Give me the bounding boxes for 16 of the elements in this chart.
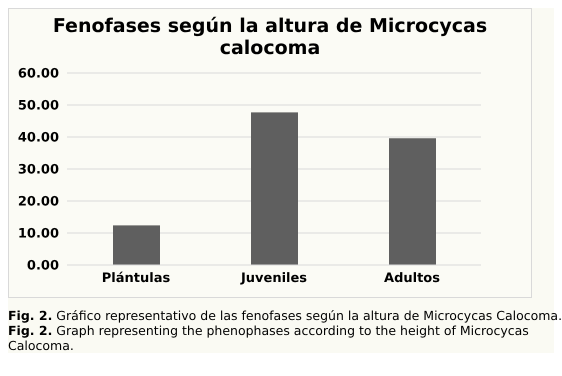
- caption: Fig. 2. Graph representing the phenophases according to the height of Microcycas Calocoma.: [8, 323, 530, 353]
- y-tick-label: 30.00: [18, 162, 59, 178]
- y-tick-label: 40.00: [18, 130, 59, 146]
- caption: Fig. 2. Gráfico representativo de las fenofases según la altura de Microcycas Calocoma.: [8, 308, 562, 323]
- x-tick-label: Adultos: [384, 271, 440, 286]
- x-tick-label: Plántulas: [102, 271, 170, 286]
- x-tick-label: Juveniles: [240, 271, 308, 286]
- y-tick-label: 60.00: [18, 66, 59, 82]
- y-tick-label: 0.00: [26, 258, 59, 274]
- chart-title: Fenofases según la altura de Microcycas calocoma: [52, 14, 488, 61]
- bar: [389, 138, 436, 265]
- bar: [251, 112, 298, 265]
- bar: [113, 225, 160, 265]
- y-tick-label: 50.00: [18, 98, 59, 114]
- y-tick-label: 20.00: [18, 194, 59, 210]
- y-tick-label: 10.00: [18, 226, 59, 242]
